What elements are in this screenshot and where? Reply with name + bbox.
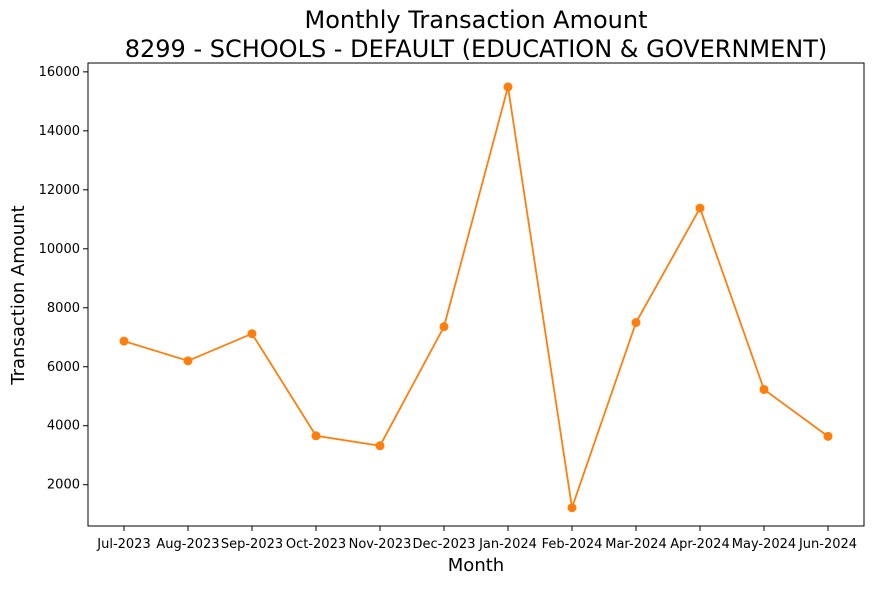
x-tick-label: Mar-2024 [605, 537, 666, 552]
data-point [311, 431, 321, 441]
x-tick-label: Sep-2023 [221, 537, 283, 552]
chart-title-line-2: 8299 - SCHOOLS - DEFAULT (EDUCATION & GO… [125, 35, 828, 63]
x-axis-label: Month [448, 555, 504, 576]
data-point [567, 503, 577, 513]
plot-frame [87, 62, 865, 527]
y-tick-label: 10000 [39, 242, 80, 257]
y-tick-label: 14000 [39, 124, 80, 139]
data-point [823, 431, 833, 441]
data-point [695, 203, 705, 213]
y-tick-label: 6000 [47, 360, 80, 375]
x-tick-label: Oct-2023 [286, 537, 346, 552]
data-point [375, 441, 385, 451]
x-tick-label: Nov-2023 [349, 537, 412, 552]
transaction-amount-line [123, 86, 829, 509]
data-point [119, 336, 129, 346]
y-tick-label: 2000 [47, 478, 80, 493]
data-point [439, 322, 449, 332]
y-tick-label: 16000 [39, 65, 80, 80]
x-tick-label: Jul-2023 [96, 537, 150, 552]
data-point [183, 356, 193, 366]
chart-title-line-1: Monthly Transaction Amount [305, 6, 648, 34]
x-tick-label: Apr-2024 [670, 537, 729, 552]
x-tick-label: Feb-2024 [542, 537, 603, 552]
x-tick-label: Jan-2024 [478, 537, 537, 552]
data-point [759, 384, 769, 394]
y-axis-label: Transaction Amount [8, 205, 29, 385]
x-tick-label: Dec-2023 [413, 537, 476, 552]
y-tick-label: 12000 [39, 183, 80, 198]
x-axis-ticks: Jul-2023 Aug-2023 Sep-2023 Oct-2023 Nov-2023… [96, 526, 857, 552]
x-tick-label: May-2024 [732, 537, 796, 552]
x-tick-label: Jun-2024 [798, 537, 857, 552]
series-layer [119, 82, 833, 513]
transaction-amount-points [119, 82, 833, 513]
data-point [503, 82, 513, 92]
x-tick-label: Aug-2023 [156, 537, 219, 552]
y-axis-ticks: 2000 4000 6000 8000 10000 12000 14000 16000 [39, 65, 88, 493]
y-tick-label: 8000 [47, 301, 80, 316]
data-point [247, 329, 257, 339]
y-tick-label: 4000 [47, 419, 80, 434]
data-point [631, 318, 641, 328]
